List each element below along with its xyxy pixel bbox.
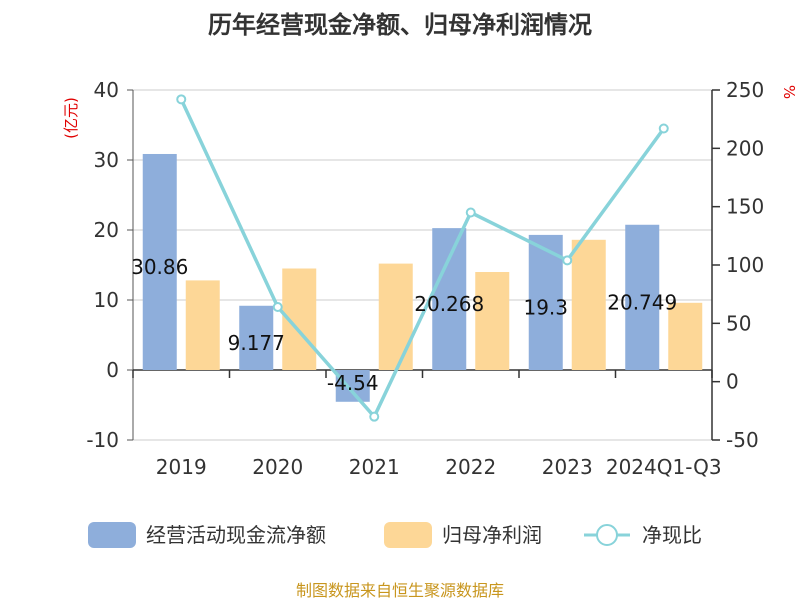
legend-marker: [596, 524, 618, 546]
right-axis-unit: %: [780, 85, 798, 99]
net-profit-bar: [475, 272, 510, 370]
x-tick-label: 2024Q1-Q3: [606, 455, 722, 479]
cashflow-bar: [239, 305, 274, 370]
cash-ratio-point: [465, 207, 476, 218]
gridlines: [133, 89, 712, 441]
net-profit-bar: [185, 280, 220, 370]
cashflow-data-label: 9.177: [228, 331, 285, 355]
legend-swatch: [384, 522, 432, 548]
cashflow-bar: [625, 224, 660, 370]
cash-ratio-line: [179, 98, 666, 420]
cashflow-bar: [432, 228, 467, 370]
legend-swatch: [88, 522, 136, 548]
x-tick-label: 2019: [156, 455, 207, 479]
legend-label: 净现比: [642, 523, 702, 547]
cash-ratio-point: [369, 411, 380, 422]
net-profit-bar: [571, 239, 606, 370]
legend: 经营活动现金流净额 归母净利润 净现比: [88, 522, 702, 548]
left-tick-label: 10: [94, 288, 119, 312]
right-tick-label: -50: [726, 428, 759, 452]
source-note: 制图数据来自恒生聚源数据库: [296, 581, 504, 600]
cash-ratio-point: [658, 123, 669, 134]
x-tick-label: 2020: [252, 455, 303, 479]
data-labels: 30.86 9.177 -4.54 20.268 19.3 20.749: [131, 255, 677, 395]
chart-title: 历年经营现金净额、归母净利润情况: [208, 11, 592, 39]
legend-label: 归母净利润: [442, 523, 542, 547]
left-tick-label: 40: [94, 78, 119, 102]
x-tick-label: 2023: [542, 455, 593, 479]
net-profit-bar: [378, 263, 413, 370]
cashflow-data-label: 30.86: [131, 255, 188, 279]
cashflow-bar: [335, 370, 370, 402]
axes: -10 0 10 20 30 40 -50 0 50 100 150 200 250 (亿元)% 2019 2…: [62, 78, 798, 479]
cash-ratio-point: [176, 94, 187, 105]
right-tick-label: 150: [726, 195, 764, 219]
cashflow-bar: [528, 234, 563, 370]
cash-ratio-point: [562, 255, 573, 266]
left-axis-unit: (亿元): [62, 97, 80, 139]
cash-ratio-point: [272, 302, 283, 312]
cashflow-data-label: 20.268: [414, 292, 484, 316]
left-tick-label: 0: [106, 358, 119, 382]
left-tick-label: 20: [94, 218, 119, 242]
right-tick-label: 100: [726, 253, 764, 277]
right-tick-label: 0: [726, 370, 739, 394]
line-marks: [176, 94, 669, 422]
cashflow-data-label: 20.749: [607, 290, 677, 314]
legend-label: 经营活动现金流净额: [146, 523, 326, 547]
cashflow-data-label: -4.54: [327, 371, 379, 395]
left-tick-label: 30: [94, 148, 119, 172]
x-tick-label: 2021: [349, 455, 400, 479]
net-profit-bar: [668, 302, 703, 370]
right-tick-label: 250: [726, 78, 764, 102]
x-tick-label: 2022: [445, 455, 496, 479]
right-tick-label: 200: [726, 136, 764, 160]
cashflow-data-label: 19.3: [523, 295, 568, 319]
right-tick-label: 50: [726, 311, 751, 335]
left-tick-label: -10: [86, 428, 119, 452]
cashflow-bar: [142, 153, 177, 370]
bar-marks: [142, 153, 703, 402]
